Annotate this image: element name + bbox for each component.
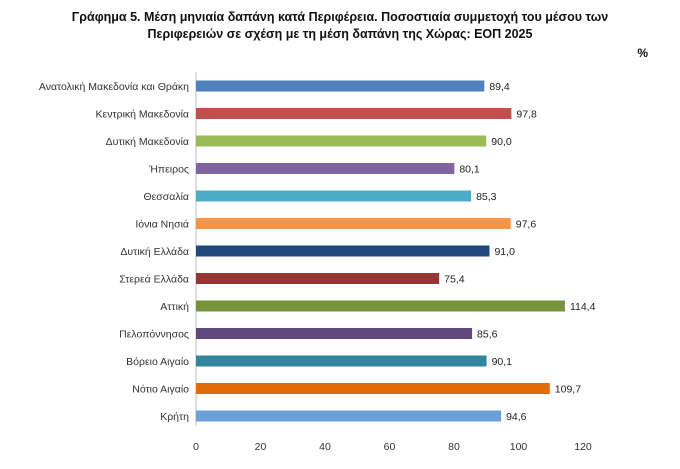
bar (196, 135, 487, 147)
unit-label: % (637, 46, 648, 60)
bar (196, 410, 502, 422)
data-label: 85,3 (476, 191, 497, 203)
category-label: Πελοπόννησος (119, 329, 189, 341)
data-label: 80,1 (459, 164, 480, 176)
bar (196, 80, 485, 92)
bar (196, 273, 440, 284)
category-label: Αττική (160, 301, 189, 313)
x-tick-label: 120 (574, 441, 592, 453)
data-label: 114,4 (570, 301, 596, 313)
category-label: Ανατολική Μακεδονία και Θράκη (39, 81, 189, 93)
data-label: 89,4 (489, 81, 510, 93)
data-label: 97,6 (516, 219, 537, 231)
category-label: Κεντρική Μακεδονία (96, 109, 189, 121)
bar (196, 163, 455, 174)
category-label: Νότιο Αιγαίο (132, 384, 189, 396)
bar (196, 383, 550, 394)
data-label: 75,4 (444, 274, 465, 286)
x-tick-label: 0 (193, 441, 199, 453)
category-label: Βόρειο Αιγαίο (126, 356, 189, 368)
chart-title-line1: Γράφημα 5. Μέση μηνιαία δαπάνη κατά Περι… (71, 10, 609, 24)
x-tick-label: 80 (448, 441, 460, 453)
bar (196, 300, 565, 312)
category-label: Ήπειρος (148, 164, 189, 176)
chart-title: Γράφημα 5. Μέση μηνιαία δαπάνη κατά Περι… (20, 9, 660, 43)
x-tick-label: 60 (384, 441, 396, 453)
bar (196, 328, 473, 339)
category-label: Κρήτη (160, 411, 189, 423)
data-label: 85,6 (477, 329, 498, 341)
data-label: 109,7 (555, 384, 581, 396)
data-label: 94,6 (506, 411, 527, 423)
category-label: Στερεά Ελλάδα (119, 274, 189, 286)
bar (196, 190, 472, 202)
category-label: Δυτική Ελλάδα (120, 246, 189, 258)
bar (196, 245, 490, 257)
x-tick-label: 100 (510, 441, 528, 453)
data-label: 90,1 (492, 356, 513, 368)
data-label: 97,8 (516, 109, 537, 121)
data-label: 91,0 (494, 246, 515, 258)
bar (196, 355, 487, 367)
category-label: Δυτική Μακεδονία (106, 136, 189, 148)
category-label: Θεσσαλία (143, 191, 189, 203)
chart-title-line2: Περιφερειών σε σχέση με τη μέση δαπάνη τ… (147, 27, 533, 41)
x-tick-label: 20 (255, 441, 267, 453)
bar (196, 218, 511, 229)
data-label: 90,0 (491, 136, 512, 148)
x-tick-label: 40 (319, 441, 331, 453)
category-label: Ιόνια Νησιά (135, 219, 189, 231)
bar (196, 108, 512, 119)
